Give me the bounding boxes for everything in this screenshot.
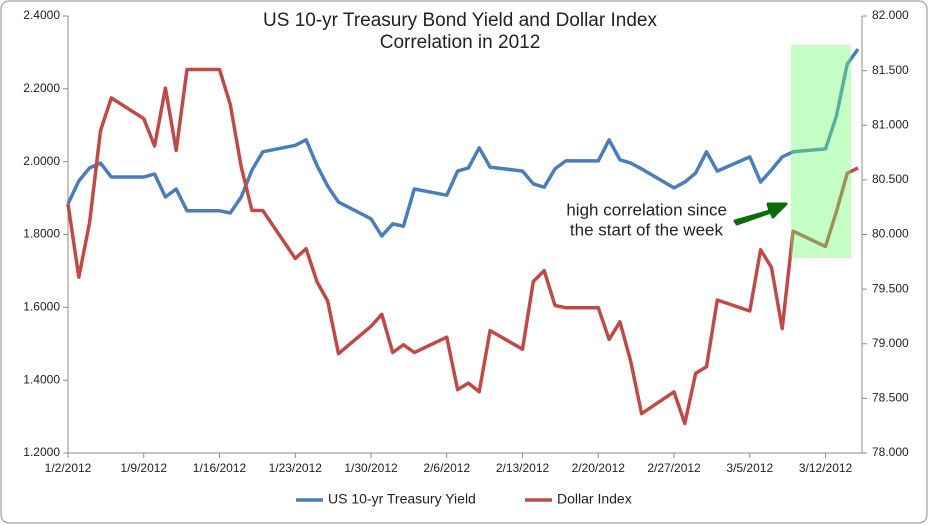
x-tick-label: 1/16/2012 [193,461,247,475]
y-tick-label: 2.0000 [23,154,60,168]
arrow [733,202,788,226]
x-tick-label: 3/5/2012 [726,461,773,475]
y2-tick-label: 78.000 [872,445,909,459]
series-line [66,67,859,426]
x-tick-label: 2/20/2012 [572,461,626,475]
series-line [66,48,860,238]
x-tick-label: 2/13/2012 [496,461,550,475]
y-tick-label: 1.4000 [23,372,60,386]
y2-tick-label: 79.000 [872,336,909,350]
y-tick-label: 2.4000 [23,8,60,22]
x-tick-label: 3/12/2012 [799,461,853,475]
y2-tick-label: 81.500 [872,63,909,77]
x-tick-label: 1/23/2012 [269,461,323,475]
legend-label: US 10-yr Treasury Yield [328,491,476,507]
x-tick-label: 2/6/2012 [423,461,470,475]
y2-tick-label: 81.000 [872,117,909,131]
x-tick-label: 2/27/2012 [647,461,701,475]
y-tick-label: 1.2000 [23,445,60,459]
highlight-box [791,45,851,258]
y2-tick-label: 80.500 [872,172,909,186]
y-tick-label: 2.2000 [23,81,60,95]
y2-tick-label: 80.000 [872,227,909,241]
annotation: high correlation since [566,200,727,219]
annotation: the start of the week [570,220,724,239]
x-tick-label: 1/30/2012 [344,461,398,475]
legend-label: Dollar Index [557,491,632,507]
chart-title: Correlation in 2012 [380,32,541,53]
y2-tick-label: 82.000 [872,8,909,22]
y-tick-label: 1.6000 [23,300,60,314]
x-tick-label: 1/9/2012 [120,461,167,475]
x-tick-label: 1/2/2012 [45,461,92,475]
y2-tick-label: 78.500 [872,391,909,405]
y-tick-label: 1.8000 [23,227,60,241]
y2-tick-label: 79.500 [872,281,909,295]
chart-title: US 10-yr Treasury Bond Yield and Dollar … [263,10,657,31]
